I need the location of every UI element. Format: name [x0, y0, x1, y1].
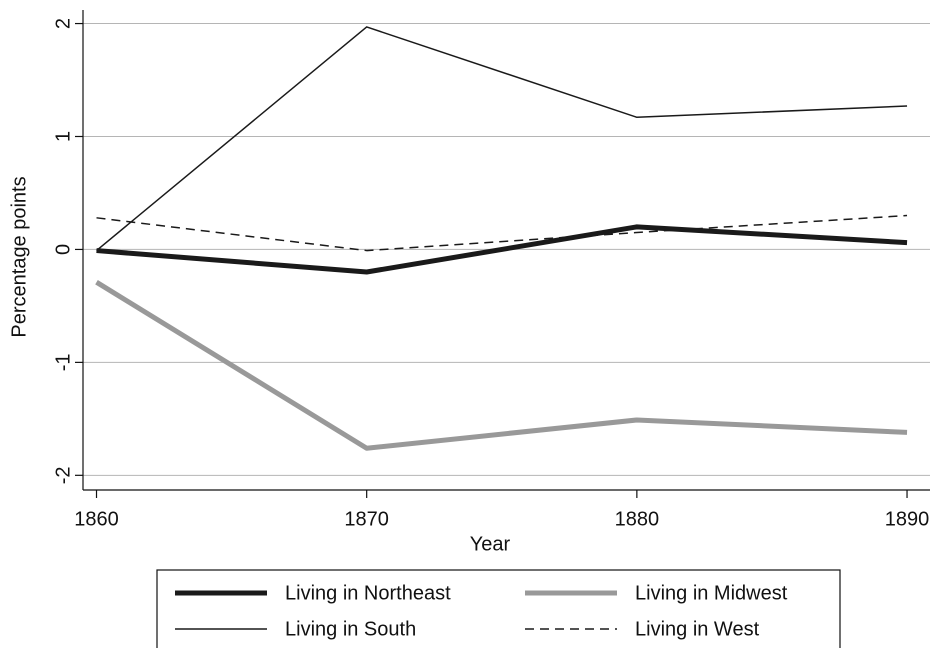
legend-label: Living in South: [285, 618, 416, 640]
series-line: [95, 280, 908, 451]
series-line: [96, 214, 908, 252]
x-tick-label: 1870: [344, 508, 389, 530]
y-tick-label: -2: [52, 466, 74, 484]
legend-box: [156, 569, 841, 648]
x-tick-label: 1890: [885, 508, 930, 530]
x-tick-label: 1880: [615, 508, 660, 530]
legend-label: Living in Midwest: [635, 582, 788, 604]
y-tick-label: 0: [52, 244, 74, 255]
series-line: [96, 26, 908, 252]
y-tick-label: 2: [52, 18, 74, 29]
y-tick-label: -1: [52, 353, 74, 371]
legend-label: Living in West: [635, 618, 760, 640]
y-axis-label: Percentage points: [8, 176, 30, 337]
series-line: [96, 224, 908, 275]
legend-label: Living in Northeast: [285, 582, 451, 604]
x-tick-label: 1860: [74, 508, 119, 530]
y-tick-label: 1: [52, 131, 74, 142]
x-axis-label: Year: [470, 533, 511, 555]
